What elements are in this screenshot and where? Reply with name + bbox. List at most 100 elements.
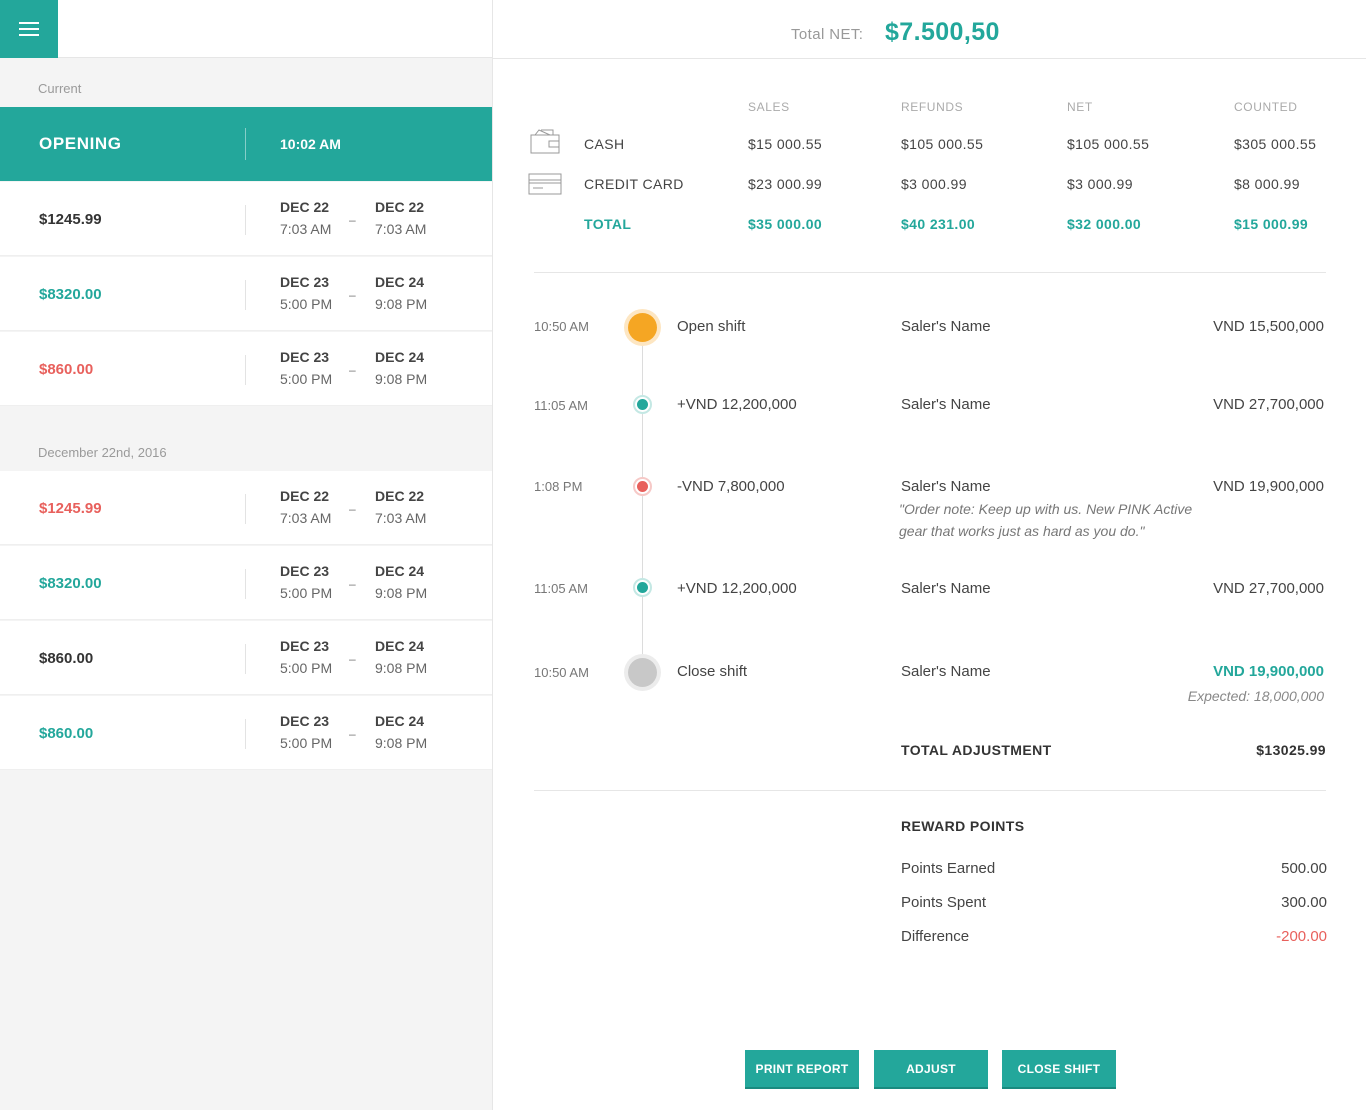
date-separator: – (349, 288, 356, 302)
end-date: DEC 22 (375, 488, 425, 504)
wallet-icon (530, 129, 560, 154)
end-date: DEC 24 (375, 349, 425, 365)
shift-row[interactable]: $1245.99 DEC 22 7:03 AM – DEC 22 7:03 AM (0, 471, 492, 545)
shift-end: DEC 24 9:08 PM (375, 638, 427, 676)
timeline-saler-name: Saler's Name (901, 663, 991, 680)
timeline-amount: VND 19,900,000 (1213, 663, 1324, 680)
divider (245, 128, 246, 160)
opening-time: 10:02 AM (280, 136, 341, 152)
points-spent-label: Points Spent (901, 894, 987, 911)
date-separator: – (349, 652, 356, 666)
timeline-description: Close shift (677, 663, 748, 680)
divider (245, 494, 246, 524)
order-note: "Order note: Keep up with us. New PINK A… (899, 501, 1193, 539)
cash-in-dot-icon (633, 578, 652, 597)
start-date: DEC 22 (280, 488, 330, 504)
total-net-value: $7.500,50 (885, 18, 1000, 46)
end-time: 9:08 PM (375, 585, 428, 601)
shift-end: DEC 22 7:03 AM (375, 199, 426, 237)
total-net: $32 000.00 (1067, 216, 1142, 232)
print-report-button[interactable]: PRINT REPORT (745, 1050, 859, 1089)
shift-row[interactable]: $860.00 DEC 23 5:00 PM – DEC 24 9:08 PM (0, 696, 492, 770)
shift-row[interactable]: $8320.00 DEC 23 5:00 PM – DEC 24 9:08 PM (0, 257, 492, 331)
shift-start: DEC 22 7:03 AM (280, 199, 331, 237)
timeline-saler-name: Saler's Name (901, 396, 991, 413)
column-header-net: NET (1067, 100, 1093, 114)
divider (245, 280, 246, 310)
start-time: 7:03 AM (280, 221, 332, 237)
cash-refunds: $105 000.55 (901, 136, 984, 152)
shift-start: DEC 22 7:03 AM (280, 488, 331, 526)
points-earned-row: Points Earned 500.00 (901, 860, 1327, 877)
detail-header: Total NET: $7.500,50 (493, 0, 1366, 59)
timeline-description: Open shift (677, 318, 746, 335)
adjust-button[interactable]: ADJUST (874, 1050, 988, 1089)
shift-end: DEC 24 9:08 PM (375, 274, 427, 312)
points-difference-row: Difference -200.00 (901, 928, 1327, 945)
end-date: DEC 24 (375, 713, 425, 729)
shift-row[interactable]: $860.00 DEC 23 5:00 PM – DEC 24 9:08 PM (0, 332, 492, 406)
shift-row[interactable]: $8320.00 DEC 23 5:00 PM – DEC 24 9:08 PM (0, 546, 492, 620)
divider (245, 205, 246, 235)
timeline-amount: VND 27,700,000 (1213, 580, 1324, 597)
menu-button[interactable] (0, 0, 58, 58)
shift-start: DEC 23 5:00 PM (280, 349, 332, 387)
date-separator: – (349, 727, 356, 741)
shift-amount: $8320.00 (39, 575, 102, 592)
payment-method-credit-card: CREDIT CARD (584, 176, 684, 192)
opening-shift-row[interactable]: OPENING 10:02 AM (0, 107, 493, 181)
timeline-time: 11:05 AM (534, 398, 588, 413)
card-refunds: $3 000.99 (901, 176, 967, 192)
start-date: DEC 22 (280, 199, 330, 215)
date-separator: – (349, 213, 356, 227)
close-shift-dot-icon (624, 654, 661, 691)
total-label: TOTAL (584, 216, 632, 232)
end-time: 9:08 PM (375, 660, 428, 676)
total-adjustment-value: $13025.99 (1256, 742, 1326, 758)
divider (245, 644, 246, 674)
date-separator: – (349, 363, 356, 377)
timeline-time: 11:05 AM (534, 581, 588, 596)
end-time: 9:08 PM (375, 735, 428, 751)
credit-card-icon (528, 173, 562, 195)
shift-row[interactable]: $860.00 DEC 23 5:00 PM – DEC 24 9:08 PM (0, 621, 492, 695)
end-date: DEC 24 (375, 638, 425, 654)
divider (245, 569, 246, 599)
card-sales: $23 000.99 (748, 176, 823, 192)
close-shift-button[interactable]: CLOSE SHIFT (1002, 1050, 1116, 1089)
end-time: 7:03 AM (375, 221, 427, 237)
date-separator: – (349, 577, 356, 591)
start-time: 5:00 PM (280, 296, 333, 312)
card-counted: $8 000.99 (1234, 176, 1300, 192)
end-date: DEC 22 (375, 199, 425, 215)
shift-start: DEC 23 5:00 PM (280, 713, 332, 751)
start-date: DEC 23 (280, 274, 330, 290)
shift-amount: $1245.99 (39, 500, 102, 517)
end-time: 9:08 PM (375, 296, 428, 312)
timeline-description: +VND 12,200,000 (677, 580, 797, 597)
timeline-amount: VND 19,900,000 (1213, 478, 1324, 495)
timeline-description: +VND 12,200,000 (677, 396, 797, 413)
column-header-counted: COUNTED (1234, 100, 1298, 114)
shift-start: DEC 23 5:00 PM (280, 563, 332, 601)
left-topbar (0, 0, 492, 58)
shift-amount: $8320.00 (39, 286, 102, 303)
start-date: DEC 23 (280, 349, 330, 365)
shift-row[interactable]: $1245.99 DEC 22 7:03 AM – DEC 22 7:03 AM (0, 182, 492, 256)
reward-points-title: REWARD POINTS (901, 818, 1025, 834)
payment-method-cash: CASH (584, 136, 625, 152)
end-date: DEC 24 (375, 563, 425, 579)
total-adjustment-label: TOTAL ADJUSTMENT (901, 742, 1052, 758)
date-separator: – (349, 502, 356, 516)
shift-start: DEC 23 5:00 PM (280, 638, 332, 676)
shift-amount: $860.00 (39, 725, 94, 742)
hamburger-icon (19, 22, 39, 36)
shift-amount: $1245.99 (39, 211, 102, 228)
shift-end: DEC 24 9:08 PM (375, 349, 427, 387)
divider (245, 355, 246, 385)
end-time: 7:03 AM (375, 510, 427, 526)
shift-end: DEC 24 9:08 PM (375, 713, 427, 751)
shift-end: DEC 22 7:03 AM (375, 488, 426, 526)
column-header-refunds: REFUNDS (901, 100, 964, 114)
total-sales: $35 000.00 (748, 216, 823, 232)
